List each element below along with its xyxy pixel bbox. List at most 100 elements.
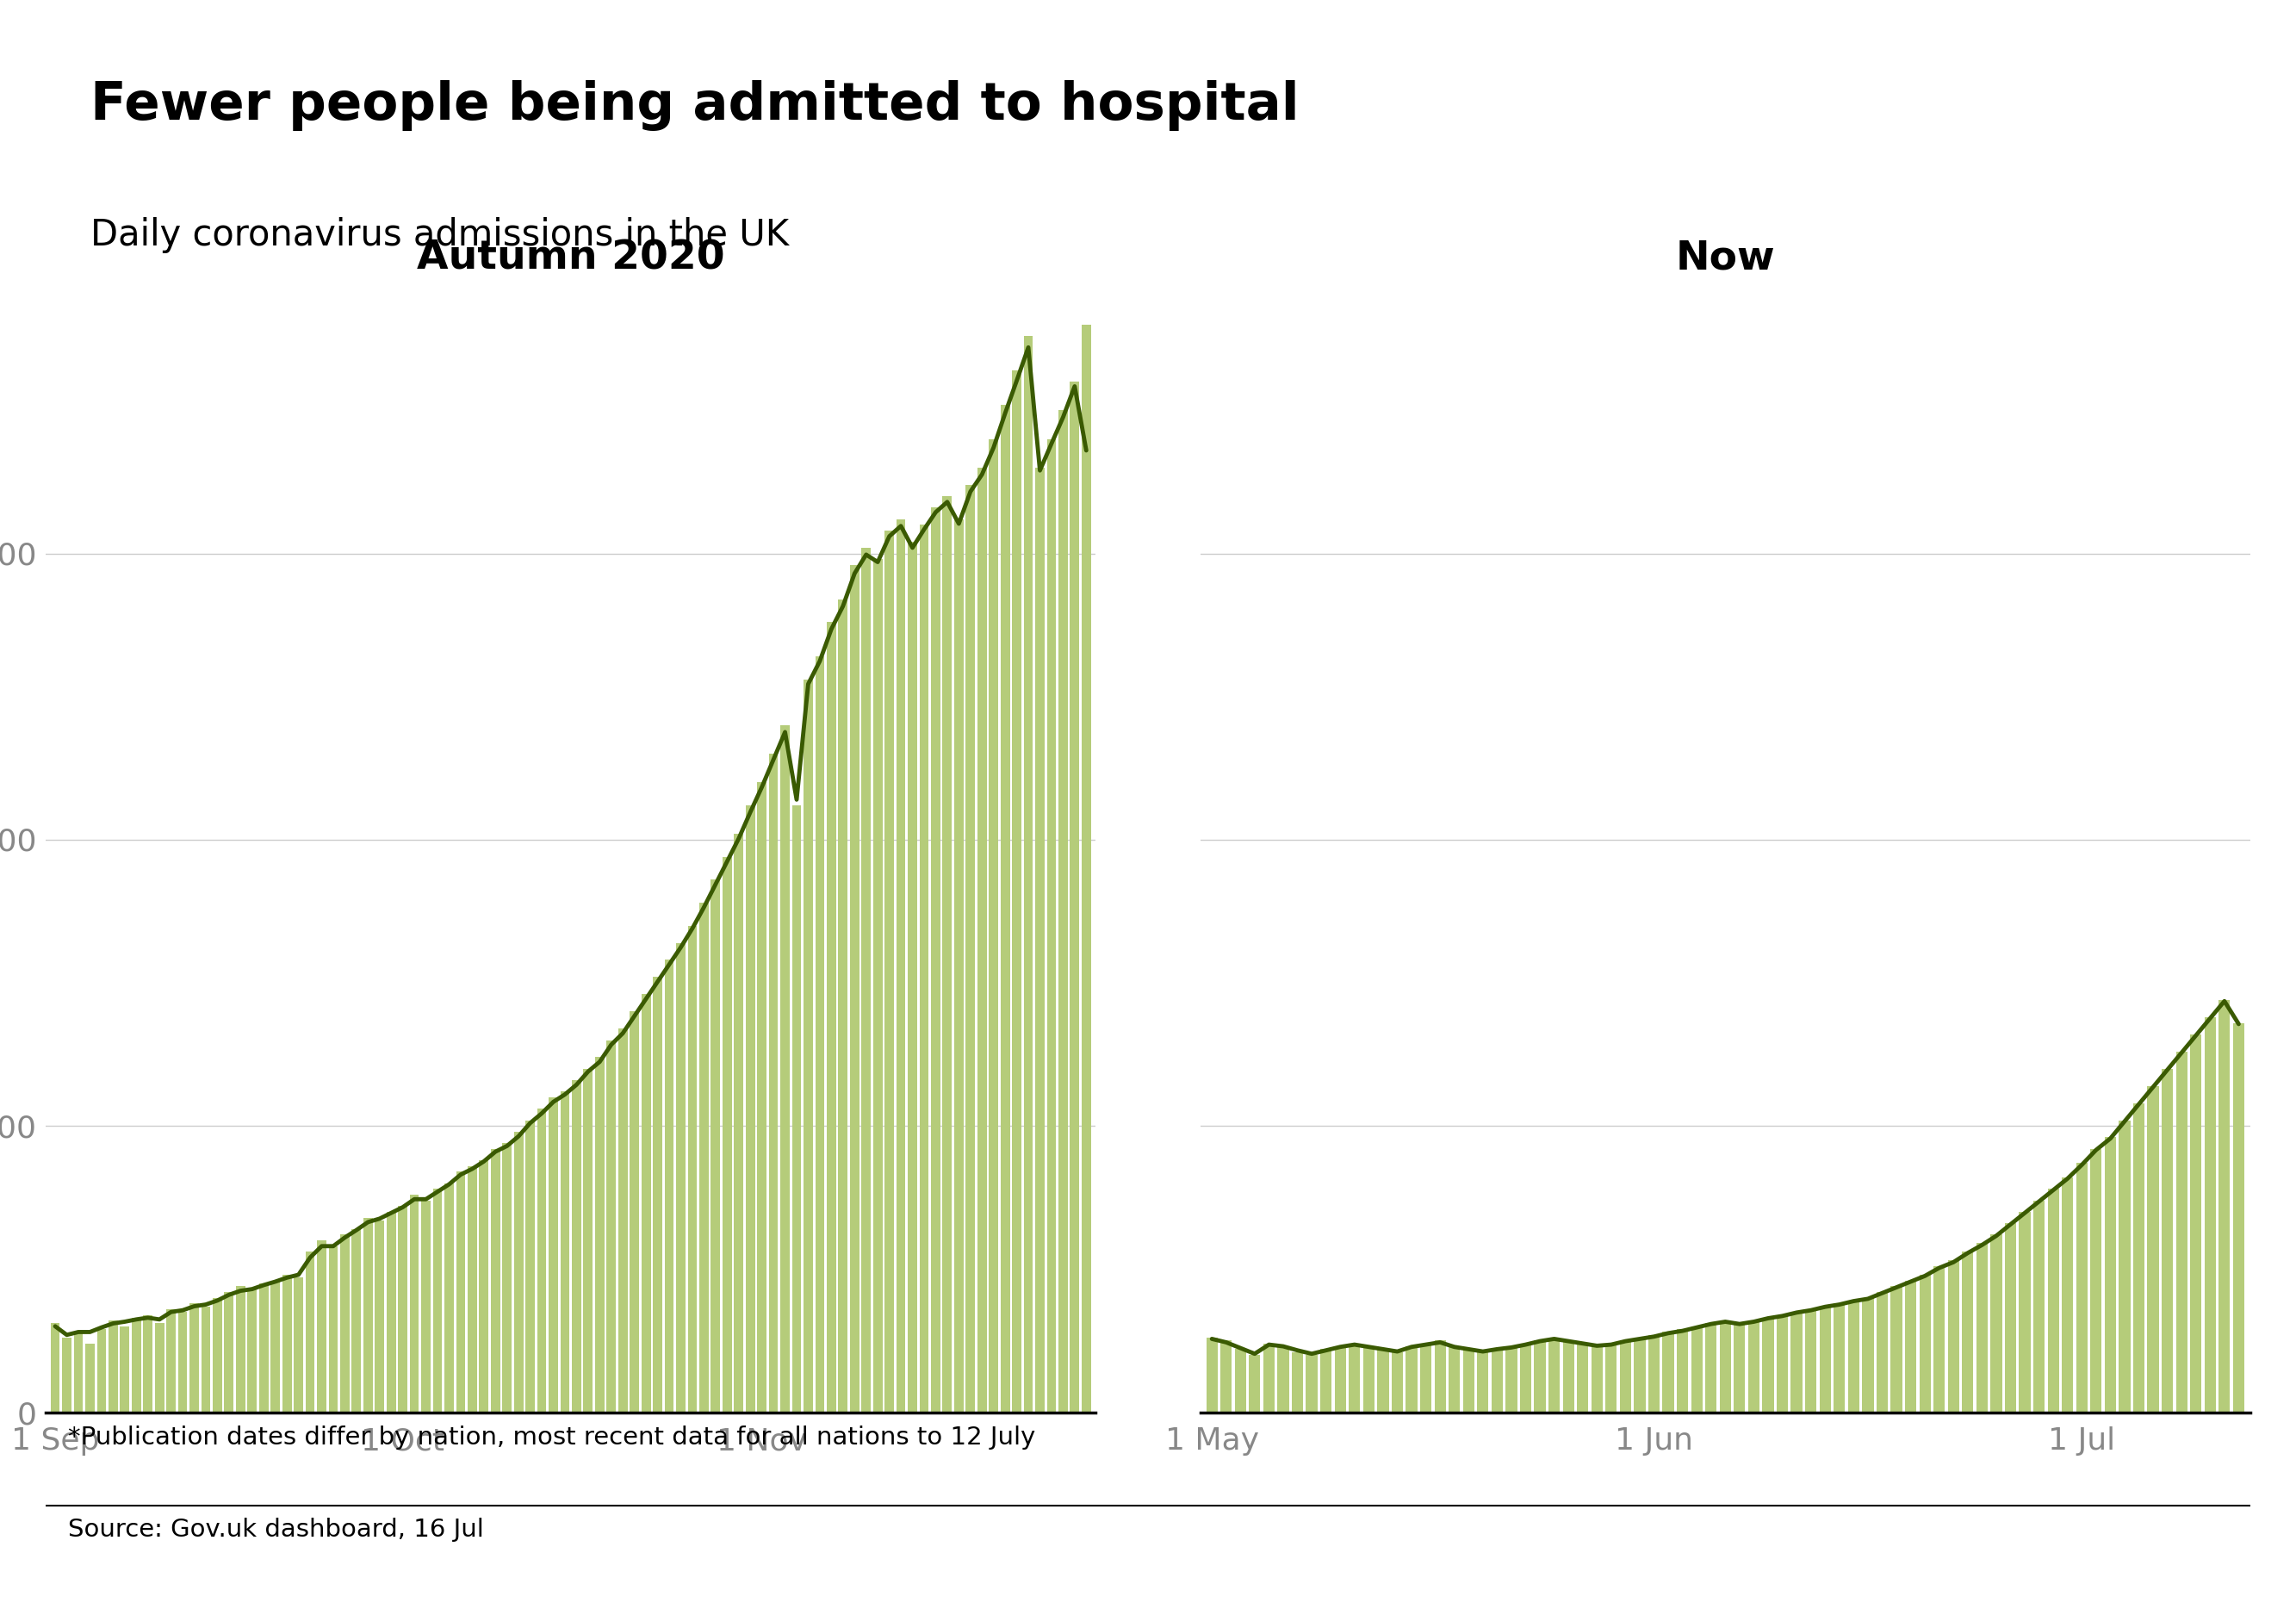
Bar — [1805, 1310, 1816, 1412]
Bar — [1977, 1244, 1988, 1412]
Bar — [191, 1303, 200, 1412]
Bar — [606, 1040, 615, 1412]
Bar — [955, 518, 964, 1412]
Bar — [2147, 1085, 2158, 1412]
Bar — [445, 1184, 455, 1412]
Bar — [758, 782, 767, 1412]
Bar — [1378, 1349, 1389, 1412]
Bar — [165, 1310, 177, 1412]
Bar — [1070, 381, 1079, 1412]
Bar — [1506, 1347, 1518, 1412]
Bar — [1591, 1347, 1603, 1412]
Bar — [872, 559, 882, 1412]
Bar — [595, 1058, 604, 1412]
Bar — [792, 806, 801, 1412]
Bar — [1577, 1344, 1589, 1412]
Bar — [1605, 1344, 1616, 1412]
Bar — [537, 1110, 546, 1412]
Bar — [119, 1326, 129, 1412]
Bar — [1706, 1323, 1717, 1412]
Bar — [2218, 1000, 2229, 1412]
Bar — [1492, 1349, 1504, 1412]
Bar — [1221, 1340, 1233, 1412]
Bar — [723, 858, 732, 1412]
Bar — [131, 1318, 140, 1412]
Bar — [363, 1218, 372, 1412]
Bar — [214, 1298, 223, 1412]
Bar — [1235, 1349, 1247, 1412]
Bar — [1862, 1298, 1874, 1412]
Bar — [503, 1143, 512, 1412]
Bar — [1791, 1311, 1802, 1412]
Bar — [1548, 1337, 1559, 1412]
Bar — [374, 1221, 383, 1412]
Bar — [409, 1195, 418, 1412]
Bar — [1777, 1315, 1789, 1412]
Bar — [1947, 1260, 1958, 1412]
Bar — [2018, 1211, 2030, 1412]
Text: *Publication dates differ by nation, most recent data for all nations to 12 July: *Publication dates differ by nation, mos… — [69, 1426, 1035, 1450]
Bar — [1818, 1307, 1830, 1412]
Bar — [1249, 1355, 1261, 1412]
Bar — [1963, 1252, 1975, 1412]
Bar — [271, 1281, 280, 1412]
Bar — [420, 1200, 432, 1412]
Bar — [2161, 1069, 2172, 1412]
Bar — [746, 806, 755, 1412]
Bar — [340, 1235, 349, 1412]
Bar — [1919, 1274, 1931, 1412]
Bar — [1933, 1266, 1945, 1412]
Bar — [838, 599, 847, 1412]
Bar — [305, 1252, 315, 1412]
Bar — [735, 833, 744, 1412]
Bar — [1848, 1300, 1860, 1412]
Bar — [317, 1240, 326, 1412]
Bar — [526, 1121, 535, 1412]
Bar — [1306, 1355, 1318, 1412]
Bar — [1649, 1336, 1660, 1412]
Bar — [907, 543, 916, 1412]
Bar — [1001, 405, 1010, 1412]
Bar — [2062, 1177, 2073, 1412]
Bar — [1205, 1337, 1217, 1412]
Bar — [154, 1323, 163, 1412]
Bar — [457, 1172, 466, 1412]
Bar — [1405, 1347, 1417, 1412]
Bar — [259, 1284, 269, 1412]
Bar — [179, 1311, 188, 1412]
Bar — [978, 468, 987, 1412]
Bar — [1564, 1340, 1575, 1412]
Bar — [1991, 1235, 2002, 1412]
Bar — [618, 1029, 627, 1412]
Bar — [294, 1277, 303, 1412]
Bar — [1720, 1321, 1731, 1412]
Bar — [2119, 1121, 2131, 1412]
Bar — [1876, 1292, 1887, 1412]
Bar — [1763, 1318, 1775, 1412]
Bar — [861, 547, 870, 1412]
Bar — [895, 518, 905, 1412]
Bar — [73, 1332, 83, 1412]
Bar — [1293, 1352, 1304, 1412]
Bar — [328, 1247, 338, 1412]
Bar — [480, 1160, 489, 1412]
Bar — [804, 680, 813, 1412]
Bar — [96, 1329, 106, 1412]
Bar — [2177, 1051, 2188, 1412]
Bar — [827, 622, 836, 1412]
Bar — [514, 1132, 523, 1412]
Bar — [1348, 1344, 1359, 1412]
Bar — [282, 1274, 292, 1412]
Text: Daily coronavirus admissions in the UK: Daily coronavirus admissions in the UK — [90, 216, 788, 254]
Bar — [351, 1229, 360, 1412]
Bar — [2076, 1163, 2087, 1412]
Bar — [491, 1148, 501, 1412]
Text: Source: Gov.uk dashboard, 16 Jul: Source: Gov.uk dashboard, 16 Jul — [69, 1518, 484, 1542]
Bar — [2234, 1022, 2245, 1412]
Bar — [1058, 410, 1068, 1412]
Bar — [1476, 1352, 1488, 1412]
Text: Fewer people being admitted to hospital: Fewer people being admitted to hospital — [90, 79, 1300, 131]
Title: Now: Now — [1676, 239, 1775, 278]
Bar — [583, 1069, 592, 1412]
Bar — [434, 1189, 443, 1412]
